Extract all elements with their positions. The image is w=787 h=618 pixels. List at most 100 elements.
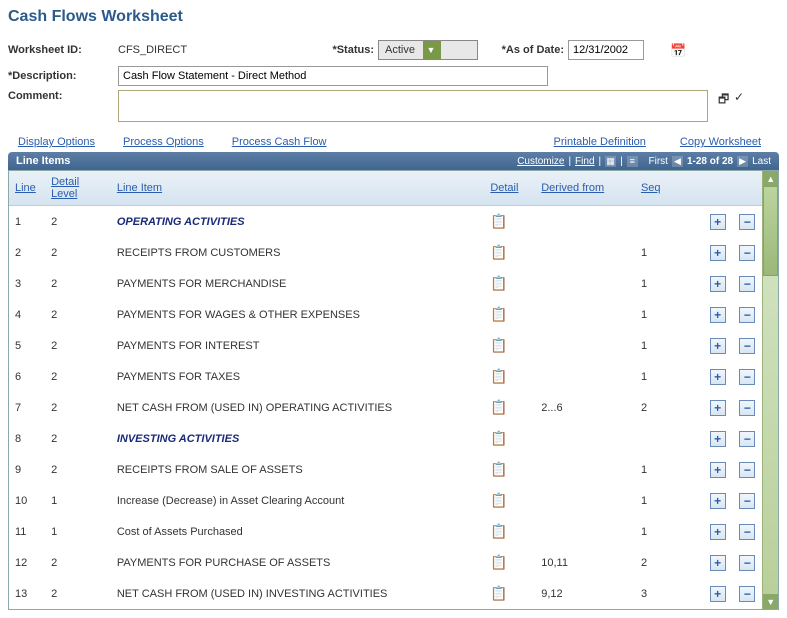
cell-detail: 📋 bbox=[484, 423, 535, 454]
cell-line-item: Cost of Assets Purchased bbox=[111, 516, 484, 547]
table-row: 132NET CASH FROM (USED IN) INVESTING ACT… bbox=[9, 578, 762, 609]
next-icon[interactable]: ▶ bbox=[737, 156, 748, 167]
remove-row-button[interactable]: − bbox=[739, 555, 755, 571]
cell-seq: 1 bbox=[635, 299, 703, 330]
cell-seq: 1 bbox=[635, 454, 703, 485]
add-row-button[interactable]: + bbox=[710, 369, 726, 385]
detail-icon[interactable]: 📋 bbox=[490, 430, 507, 446]
customize-link[interactable]: Customize bbox=[517, 156, 564, 167]
detail-icon[interactable]: 📋 bbox=[490, 461, 507, 477]
last-label[interactable]: Last bbox=[752, 156, 771, 167]
asof-date-input[interactable] bbox=[568, 40, 644, 60]
remove-row-button[interactable]: − bbox=[739, 307, 755, 323]
remove-row-button[interactable]: − bbox=[739, 276, 755, 292]
cell-seq: 2 bbox=[635, 547, 703, 578]
add-row-button[interactable]: + bbox=[710, 307, 726, 323]
remove-row-button[interactable]: − bbox=[739, 400, 755, 416]
calendar-icon[interactable]: 📅 bbox=[670, 43, 686, 58]
remove-row-button[interactable]: − bbox=[739, 586, 755, 602]
add-row-button[interactable]: + bbox=[710, 214, 726, 230]
col-add bbox=[703, 171, 733, 206]
table-row: 62PAYMENTS FOR TAXES📋1+− bbox=[9, 361, 762, 392]
cell-detail-level: 2 bbox=[45, 392, 111, 423]
add-row-button[interactable]: + bbox=[710, 245, 726, 261]
scroll-thumb[interactable] bbox=[763, 186, 778, 276]
add-row-button[interactable]: + bbox=[710, 338, 726, 354]
view-all-icon[interactable]: ▦ bbox=[605, 156, 616, 167]
col-remove bbox=[733, 171, 763, 206]
col-detail[interactable]: Detail bbox=[484, 171, 535, 206]
remove-row-button[interactable]: − bbox=[739, 524, 755, 540]
cell-derived-from bbox=[535, 361, 635, 392]
detail-icon[interactable]: 📋 bbox=[490, 275, 507, 291]
col-derived-from[interactable]: Derived from bbox=[535, 171, 635, 206]
cell-seq: 3 bbox=[635, 578, 703, 609]
cell-detail-level: 2 bbox=[45, 578, 111, 609]
detail-icon[interactable]: 📋 bbox=[490, 492, 507, 508]
cell-detail: 📋 bbox=[484, 330, 535, 361]
detail-icon[interactable]: 📋 bbox=[490, 337, 507, 353]
add-row-button[interactable]: + bbox=[710, 400, 726, 416]
add-row-button[interactable]: + bbox=[710, 431, 726, 447]
detail-icon[interactable]: 📋 bbox=[490, 213, 507, 229]
add-row-button[interactable]: + bbox=[710, 462, 726, 478]
cell-detail: 📋 bbox=[484, 578, 535, 609]
col-detail-level[interactable]: Detail Level bbox=[45, 171, 111, 206]
detail-icon[interactable]: 📋 bbox=[490, 244, 507, 260]
remove-row-button[interactable]: − bbox=[739, 462, 755, 478]
cell-detail: 📋 bbox=[484, 516, 535, 547]
col-line[interactable]: Line bbox=[9, 171, 45, 206]
add-row-button[interactable]: + bbox=[710, 555, 726, 571]
process-options-link[interactable]: Process Options bbox=[123, 136, 204, 148]
remove-row-button[interactable]: − bbox=[739, 245, 755, 261]
detail-icon[interactable]: 📋 bbox=[490, 399, 507, 415]
cell-detail-level: 2 bbox=[45, 268, 111, 299]
copy-worksheet-link[interactable]: Copy Worksheet bbox=[680, 136, 761, 148]
add-row-button[interactable]: + bbox=[710, 586, 726, 602]
expand-icon[interactable]: 🗗 bbox=[718, 90, 732, 104]
first-label[interactable]: First bbox=[649, 156, 668, 167]
table-row: 82INVESTING ACTIVITIES📋+− bbox=[9, 423, 762, 454]
detail-icon[interactable]: 📋 bbox=[490, 585, 507, 601]
remove-row-button[interactable]: − bbox=[739, 369, 755, 385]
prev-icon[interactable]: ◀ bbox=[672, 156, 683, 167]
cell-line-item: INVESTING ACTIVITIES bbox=[111, 423, 484, 454]
cell-line: 2 bbox=[9, 237, 45, 268]
remove-row-button[interactable]: − bbox=[739, 431, 755, 447]
detail-icon[interactable]: 📋 bbox=[490, 368, 507, 384]
detail-icon[interactable]: 📋 bbox=[490, 554, 507, 570]
find-link[interactable]: Find bbox=[575, 156, 594, 167]
cell-seq: 1 bbox=[635, 485, 703, 516]
remove-row-button[interactable]: − bbox=[739, 493, 755, 509]
detail-icon[interactable]: 📋 bbox=[490, 523, 507, 539]
table-row: 122PAYMENTS FOR PURCHASE OF ASSETS📋10,11… bbox=[9, 547, 762, 578]
grid: Line Detail Level Line Item Detail Deriv… bbox=[8, 170, 779, 610]
scroll-down-icon[interactable]: ▼ bbox=[763, 594, 778, 609]
printable-definition-link[interactable]: Printable Definition bbox=[554, 136, 646, 148]
add-row-button[interactable]: + bbox=[710, 524, 726, 540]
remove-row-button[interactable]: − bbox=[739, 214, 755, 230]
detail-icon[interactable]: 📋 bbox=[490, 306, 507, 322]
cell-derived-from bbox=[535, 485, 635, 516]
spellcheck-icon[interactable]: ✓ bbox=[734, 90, 748, 104]
comment-label: Comment: bbox=[8, 90, 112, 102]
status-dropdown[interactable]: Active ▼ bbox=[378, 40, 478, 60]
table-row: 101Increase (Decrease) in Asset Clearing… bbox=[9, 485, 762, 516]
download-icon[interactable]: ≡ bbox=[627, 156, 638, 167]
table-row: 111Cost of Assets Purchased📋1+− bbox=[9, 516, 762, 547]
cell-line: 8 bbox=[9, 423, 45, 454]
scroll-up-icon[interactable]: ▲ bbox=[763, 171, 778, 186]
worksheet-id-label: Worksheet ID: bbox=[8, 44, 118, 56]
add-row-button[interactable]: + bbox=[710, 276, 726, 292]
process-cash-flow-link[interactable]: Process Cash Flow bbox=[232, 136, 327, 148]
comment-textarea[interactable] bbox=[118, 90, 708, 122]
col-seq[interactable]: Seq bbox=[635, 171, 703, 206]
cell-detail: 📋 bbox=[484, 392, 535, 423]
display-options-link[interactable]: Display Options bbox=[18, 136, 95, 148]
scrollbar[interactable]: ▲ ▼ bbox=[762, 171, 778, 609]
remove-row-button[interactable]: − bbox=[739, 338, 755, 354]
cell-detail: 📋 bbox=[484, 206, 535, 238]
col-line-item[interactable]: Line Item bbox=[111, 171, 484, 206]
description-input[interactable] bbox=[118, 66, 548, 86]
add-row-button[interactable]: + bbox=[710, 493, 726, 509]
